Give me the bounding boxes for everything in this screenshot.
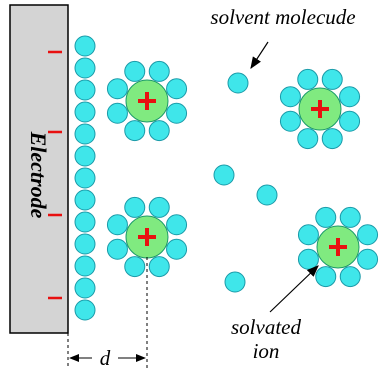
solvent-molecule	[107, 103, 127, 123]
solvated-arrow	[270, 266, 318, 312]
solvent-molecule	[75, 278, 95, 298]
solvent-molecule	[257, 185, 277, 205]
solvated-label: solvated	[231, 315, 301, 339]
solvent-molecule	[340, 267, 360, 287]
solvent-molecule	[75, 124, 95, 144]
electrode-label: Electrode	[26, 131, 51, 219]
solvent-molecule	[107, 79, 127, 99]
solvent-molecule	[107, 239, 127, 259]
solvent-molecule	[125, 121, 145, 141]
solvent-molecule	[214, 165, 234, 185]
solvent-molecule	[107, 215, 127, 235]
solvent-molecule	[75, 168, 95, 188]
solvent-molecule	[125, 197, 145, 217]
solvent-molecule	[75, 36, 95, 56]
molecules	[75, 36, 378, 320]
solvent-molecule	[167, 215, 187, 235]
solvent-molecule	[316, 207, 336, 227]
solvent-molecule	[322, 129, 342, 149]
solvent-molecule	[75, 300, 95, 320]
solvent-molecule	[75, 58, 95, 78]
solvent-molecule	[167, 103, 187, 123]
solvent-molecule	[167, 79, 187, 99]
solvent-arrow	[251, 42, 268, 68]
solvent-label: solvent molecude	[210, 5, 355, 29]
solvated-label: ion	[253, 339, 280, 363]
solvent-molecule	[280, 87, 300, 107]
solvent-molecule	[228, 73, 248, 93]
solvent-molecule	[149, 197, 169, 217]
solvent-molecule	[298, 249, 318, 269]
solvent-molecule	[75, 234, 95, 254]
solvent-molecule	[149, 257, 169, 277]
solvent-molecule	[298, 225, 318, 245]
solvent-molecule	[75, 102, 95, 122]
solvent-molecule	[125, 61, 145, 81]
distance-label: d	[100, 346, 111, 370]
solvent-molecule	[316, 267, 336, 287]
solvent-molecule	[340, 87, 360, 107]
solvent-molecule	[149, 61, 169, 81]
solvent-molecule	[75, 256, 95, 276]
solvent-molecule	[280, 111, 300, 131]
solvent-molecule	[75, 146, 95, 166]
solvent-molecule	[75, 190, 95, 210]
solvent-molecule	[358, 249, 378, 269]
solvent-molecule	[298, 69, 318, 89]
solvent-molecule	[225, 272, 245, 292]
solvent-molecule	[167, 239, 187, 259]
solvent-molecule	[358, 225, 378, 245]
solvent-molecule	[340, 207, 360, 227]
solvent-molecule	[298, 129, 318, 149]
solvent-molecule	[75, 80, 95, 100]
solvent-molecule	[125, 257, 145, 277]
solvent-molecule	[75, 212, 95, 232]
solvent-molecule	[340, 111, 360, 131]
diagram: Electrode d solvent molecude solvated io…	[0, 0, 386, 371]
solvent-molecule	[149, 121, 169, 141]
solvent-molecule	[322, 69, 342, 89]
